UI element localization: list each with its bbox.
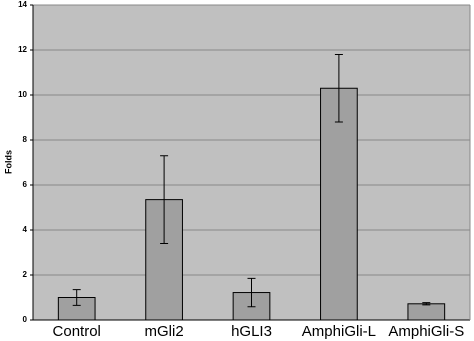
x-tick-label: AmphiGli-L (302, 323, 376, 340)
error-bar (160, 155, 169, 244)
y-tick-label: 6 (23, 180, 28, 189)
y-tick-label: 14 (18, 0, 27, 9)
y-tick-label: 2 (23, 270, 28, 279)
error-bar (334, 54, 343, 123)
error-bar (247, 277, 256, 308)
y-tick-label: 0 (23, 315, 28, 324)
x-tick-label: mGli2 (145, 323, 184, 340)
x-tick-label: Control (53, 323, 101, 340)
plot-area (33, 5, 470, 320)
bar (407, 303, 446, 321)
y-axis-label: Folds (3, 150, 13, 174)
y-tick-label: 8 (23, 135, 28, 144)
error-bar (72, 289, 81, 306)
x-tick-label: hGLI3 (231, 323, 272, 340)
y-tick-label: 10 (18, 90, 27, 99)
x-tick-label: AmphiGli-S (388, 323, 464, 340)
y-tick-label: 12 (18, 45, 27, 54)
y-tick-label: 4 (23, 225, 28, 234)
error-bar (422, 302, 431, 306)
bar (320, 87, 358, 321)
